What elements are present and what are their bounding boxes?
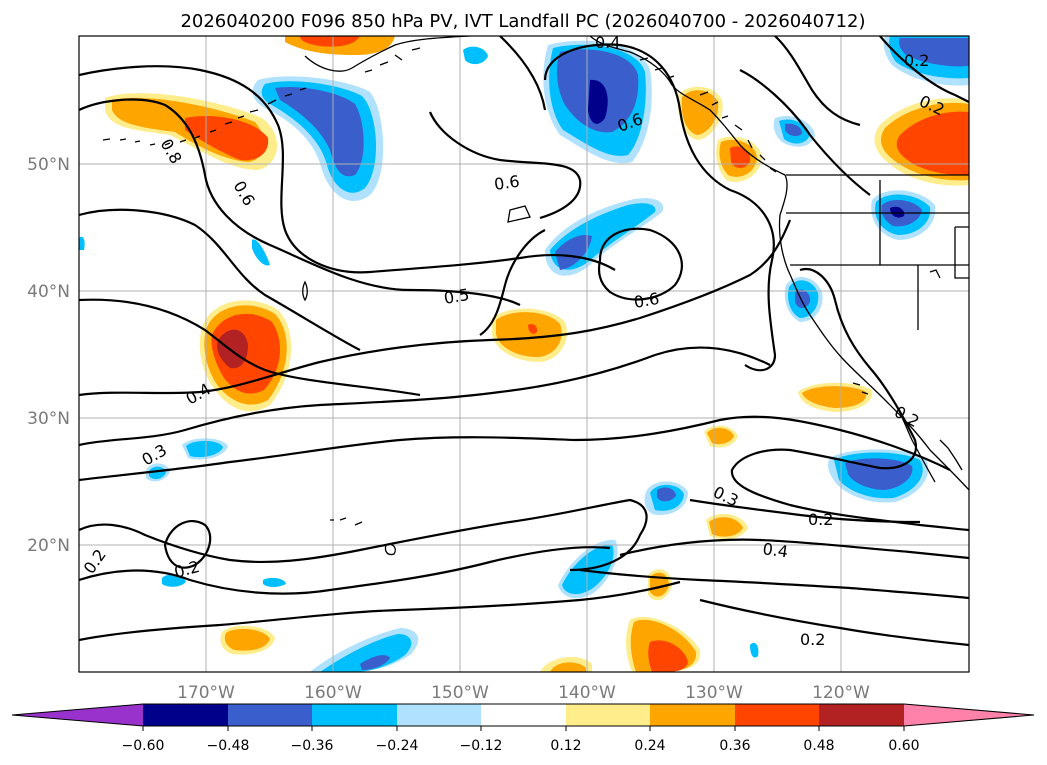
negative-anomaly xyxy=(784,276,823,322)
positive-anomaly xyxy=(199,300,292,412)
contour-label: 0.4 xyxy=(595,33,620,52)
contour-label: 0.6 xyxy=(493,172,521,194)
colorbar-tick-label: 0.60 xyxy=(888,738,919,754)
positive-anomaly xyxy=(626,616,701,672)
colorbar-tick-label: −0.48 xyxy=(207,738,250,754)
lat-label: 50°N xyxy=(27,155,70,175)
lon-label: 120°W xyxy=(812,683,870,703)
colorbar-ticks xyxy=(142,726,905,731)
lat-label: 30°N xyxy=(27,409,70,429)
contour-label: 0.2 xyxy=(800,630,825,649)
lon-label: 170°W xyxy=(177,683,235,703)
colorbar-extend-min xyxy=(12,704,143,726)
negative-anomaly xyxy=(543,40,652,164)
contour-labels: 0.8 0.6 0.6 0.6 0.6 0.5 0.4 0.3 0.2 0.2 … xyxy=(80,33,948,649)
negative-anomaly xyxy=(79,46,759,658)
lat-label: 20°N xyxy=(27,536,70,556)
contour-label: 0.4 xyxy=(761,539,789,561)
colorbar-tick-label: −0.36 xyxy=(291,738,334,754)
negative-anomaly xyxy=(310,628,419,672)
colorbar-tick-label: 0.24 xyxy=(634,738,665,754)
positive-anomaly xyxy=(798,382,873,412)
lon-label: 130°W xyxy=(685,683,743,703)
colorbar-segment xyxy=(397,704,481,726)
colorbar-tick-label: 0.36 xyxy=(719,738,750,754)
lon-label: 160°W xyxy=(304,683,362,703)
contour-label: 0.2 xyxy=(904,51,929,70)
colorbar-segment xyxy=(312,704,397,726)
colorbar-tick-label: −0.60 xyxy=(122,738,165,754)
map-title: 2026040200 F096 850 hPa PV, IVT Landfall… xyxy=(180,11,865,32)
negative-anomaly xyxy=(871,190,936,240)
colorbar-segment xyxy=(143,704,228,726)
colorbar-segment xyxy=(228,704,312,726)
colorbar-segment xyxy=(566,704,650,726)
positive-anomaly xyxy=(220,625,275,655)
negative-anomaly xyxy=(252,76,384,201)
lon-label: 150°W xyxy=(431,683,489,703)
colorbar-tick-label: −0.24 xyxy=(376,738,419,754)
pv-contours xyxy=(79,36,969,647)
colorbar-tick-label: −0.12 xyxy=(460,738,503,754)
negative-anomaly xyxy=(883,36,969,86)
contour-label: 0.2 xyxy=(808,510,833,529)
positive-anomaly xyxy=(706,513,748,540)
lat-label: 40°N xyxy=(27,282,70,302)
colorbar-tick-label: 0.12 xyxy=(550,738,581,754)
positive-anomaly xyxy=(492,308,568,362)
positive-anomaly xyxy=(677,86,762,182)
map-frame xyxy=(78,35,970,673)
contour-label: 0.5 xyxy=(442,285,470,308)
colorbar: −0.60 −0.48 −0.36 −0.24 −0.12 0.12 0.24 … xyxy=(11,703,1035,754)
negative-anomaly xyxy=(644,481,688,516)
colorbar-extend-max xyxy=(904,704,1034,726)
map-panel: 0.8 0.6 0.6 0.6 0.6 0.5 0.4 0.3 0.2 0.2 … xyxy=(79,33,969,672)
colorbar-segment xyxy=(819,704,904,726)
pv-shading xyxy=(79,36,969,672)
colorbar-segment xyxy=(650,704,735,726)
colorbar-tick-label: 0.48 xyxy=(803,738,834,754)
longitude-labels: 170°W 160°W 150°W 140°W 130°W 120°W xyxy=(177,683,870,703)
positive-anomaly xyxy=(285,36,395,55)
positive-anomaly xyxy=(540,657,592,672)
colorbar-segment xyxy=(735,704,819,726)
latitude-labels: 50°N 40°N 30°N 20°N xyxy=(27,155,70,556)
contour-label: 0.6 xyxy=(632,289,660,312)
lon-label: 140°W xyxy=(558,683,616,703)
colorbar-segment xyxy=(481,704,566,726)
